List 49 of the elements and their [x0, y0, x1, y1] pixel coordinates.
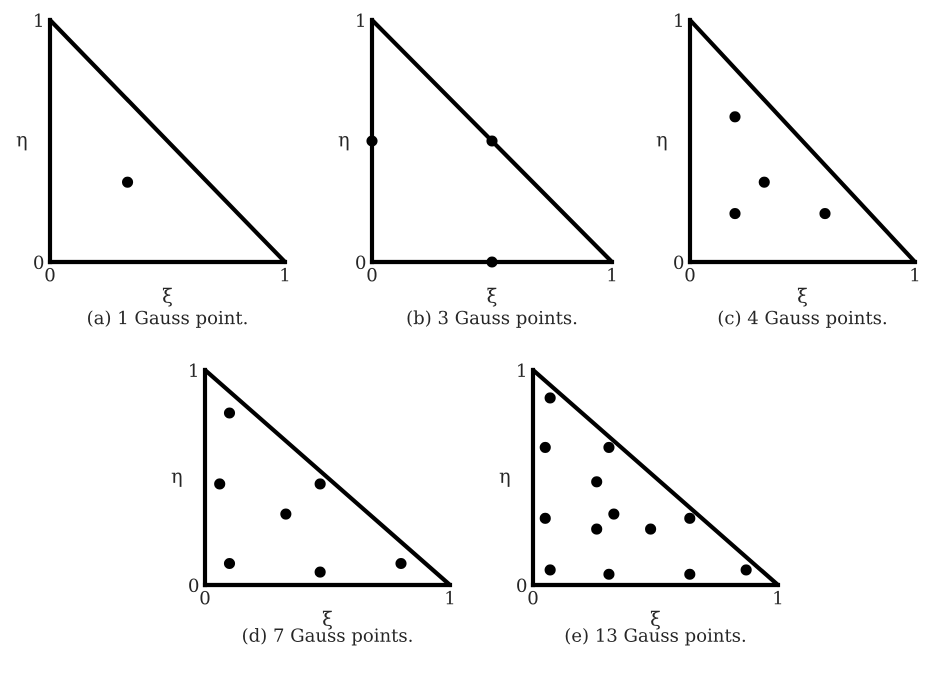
point	[224, 558, 236, 570]
point	[729, 208, 741, 220]
text: (b) 3 Gauss points.	[408, 310, 576, 328]
x-tick-label: 1	[911, 268, 918, 282]
x-tick-label: 0	[685, 268, 695, 282]
point	[819, 208, 831, 220]
point	[591, 476, 602, 488]
point	[729, 111, 741, 122]
point	[214, 478, 226, 490]
point	[544, 392, 556, 404]
point	[603, 442, 615, 453]
point	[684, 568, 696, 580]
point	[395, 558, 407, 570]
text: (d) 7 Gauss points.	[243, 628, 412, 646]
point	[280, 508, 292, 520]
x-tick-label: 1	[774, 590, 782, 604]
point	[603, 568, 615, 580]
point	[740, 564, 752, 576]
x-tick-label: 0	[45, 268, 55, 282]
point	[645, 524, 656, 535]
point	[608, 508, 620, 520]
x-axis-title: ξ	[162, 288, 172, 307]
x-tick-label: 1	[281, 268, 288, 282]
x-tick-label: 1	[608, 268, 616, 282]
x-tick-label: 0	[200, 590, 210, 605]
x-tick-label: 0	[367, 268, 377, 282]
text: (c) 4 Gauss points.	[718, 310, 886, 328]
y-axis-title: η	[338, 136, 348, 150]
point	[314, 478, 326, 490]
point	[591, 524, 602, 535]
point	[314, 566, 326, 578]
x-axis-title: ξ	[798, 288, 807, 307]
point	[540, 512, 551, 524]
y-axis-title: η	[172, 472, 182, 487]
point	[224, 407, 236, 419]
x-tick-label: 1	[446, 590, 454, 604]
point	[758, 176, 770, 188]
x-axis-title: ξ	[650, 610, 660, 630]
text: (e) 13 Gauss points.	[566, 628, 746, 646]
point	[684, 512, 696, 524]
x-axis-title: ξ	[487, 288, 496, 307]
y-axis-title: η	[16, 136, 26, 150]
point	[544, 564, 556, 576]
x-axis-title: ξ	[322, 610, 332, 630]
y-axis-title: η	[500, 472, 510, 487]
x-tick-label: 0	[528, 590, 538, 605]
text: (a) 1 Gauss point.	[88, 310, 247, 328]
y-axis-title: η	[656, 136, 666, 150]
point	[540, 442, 551, 453]
